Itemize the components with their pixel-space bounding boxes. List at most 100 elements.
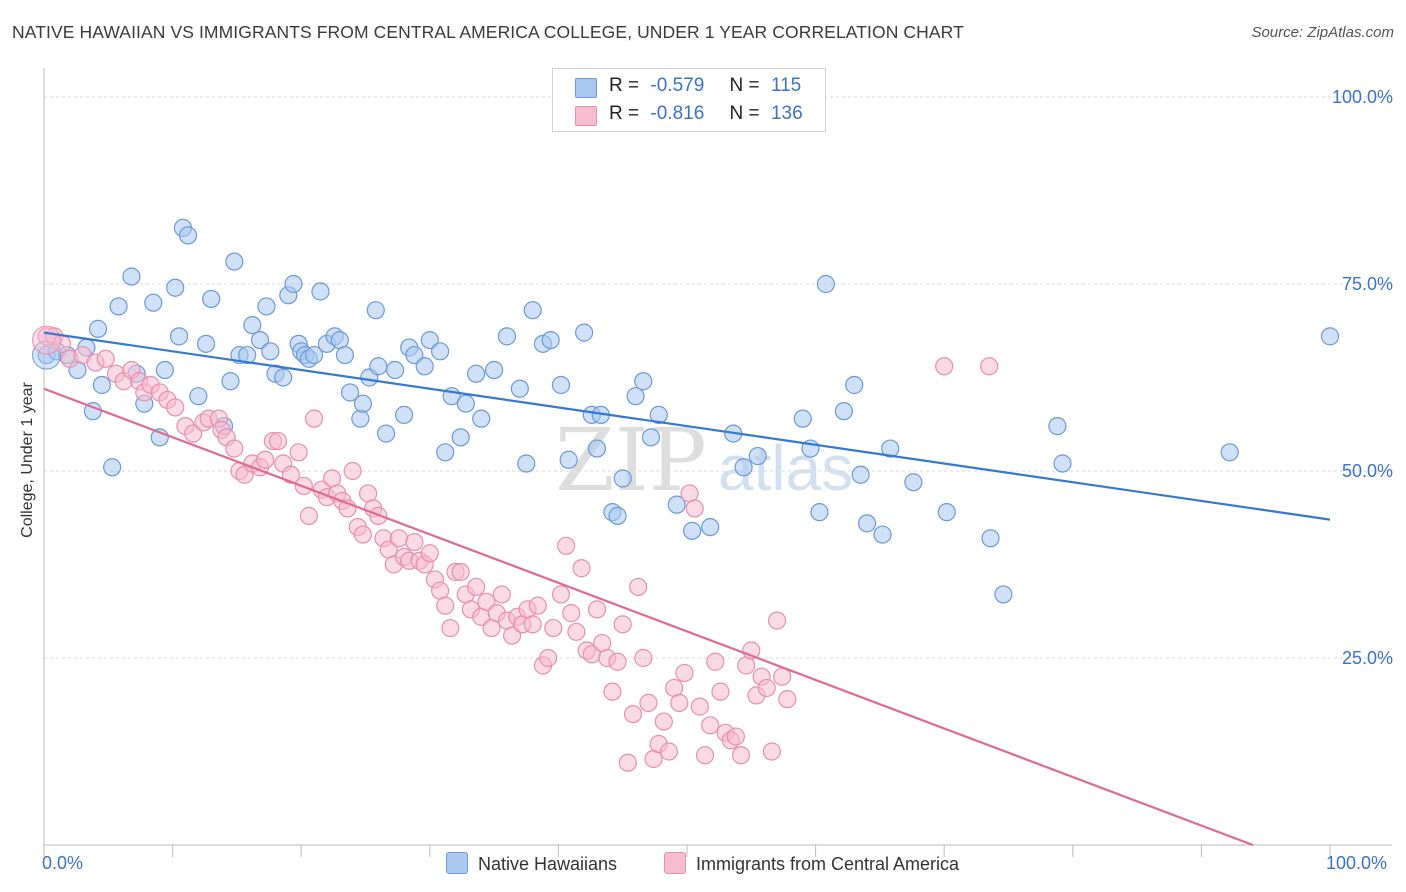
data-point xyxy=(243,316,262,335)
x-tick-min: 0.0% xyxy=(42,853,84,873)
data-point xyxy=(587,600,607,619)
data-point xyxy=(626,387,645,406)
legend-n-value: 115 xyxy=(770,75,802,96)
bottom-legend-label: Immigrants from Central America xyxy=(696,854,960,874)
data-point xyxy=(304,409,324,428)
y-axis-label: College, Under 1 year xyxy=(19,382,36,538)
data-point xyxy=(629,577,648,597)
data-point xyxy=(1048,417,1067,436)
data-point xyxy=(551,375,571,395)
data-point xyxy=(613,469,632,488)
trend-line-0 xyxy=(43,331,1331,521)
data-point xyxy=(299,506,319,525)
data-point xyxy=(88,319,108,338)
data-point xyxy=(178,226,198,245)
y-tick-label: 75.0% xyxy=(1342,274,1393,294)
data-point xyxy=(816,274,835,294)
data-point xyxy=(685,499,704,518)
data-point xyxy=(667,495,686,514)
data-point xyxy=(389,529,409,548)
data-point xyxy=(122,267,141,286)
data-point xyxy=(834,402,853,421)
data-point xyxy=(567,622,586,641)
data-point xyxy=(366,301,385,320)
legend-n-value: 136 xyxy=(770,103,803,124)
data-point xyxy=(441,618,460,638)
data-point xyxy=(659,742,679,761)
data-point xyxy=(369,357,388,376)
data-point xyxy=(343,461,362,481)
data-point xyxy=(904,473,923,492)
data-point xyxy=(202,289,221,309)
data-point xyxy=(376,424,396,443)
data-point xyxy=(456,394,475,413)
data-point xyxy=(587,439,607,458)
data-point xyxy=(793,409,812,428)
data-point xyxy=(420,544,439,563)
data-point xyxy=(857,514,877,533)
data-point xyxy=(608,506,627,525)
data-point xyxy=(641,428,661,447)
data-point xyxy=(757,678,776,698)
data-point xyxy=(881,439,900,458)
data-point xyxy=(274,368,293,387)
legend-r-label: R = xyxy=(609,75,640,96)
data-point xyxy=(762,742,781,761)
data-point xyxy=(603,682,622,701)
data-point xyxy=(109,297,128,316)
data-point xyxy=(225,252,244,271)
data-point xyxy=(634,648,653,668)
data-point xyxy=(451,562,470,582)
data-point xyxy=(748,446,767,466)
data-point xyxy=(451,428,470,447)
source-credit: Source: ZipAtlas.com xyxy=(1251,24,1394,41)
data-point xyxy=(937,503,956,522)
data-point xyxy=(649,405,668,424)
data-point xyxy=(639,693,658,712)
data-point xyxy=(485,360,504,380)
data-point xyxy=(257,297,276,316)
data-point xyxy=(497,327,517,346)
data-point xyxy=(405,532,424,552)
y-tick-label: 50.0% xyxy=(1342,461,1393,481)
data-point xyxy=(353,525,373,544)
data-point xyxy=(695,746,715,765)
data-point xyxy=(466,364,486,383)
data-point xyxy=(353,394,373,413)
y-tick-labels: 25.0% 50.0% 75.0% 100.0% xyxy=(1332,87,1393,668)
data-point xyxy=(184,424,203,443)
data-point xyxy=(675,663,694,683)
data-point xyxy=(726,727,745,746)
data-point xyxy=(385,360,405,380)
legend-r-value: -0.816 xyxy=(650,103,705,124)
legend-n-label: N = xyxy=(729,103,760,124)
data-point xyxy=(1053,454,1072,473)
data-point xyxy=(166,278,185,297)
bottom-legend-label: Native Hawaiians xyxy=(478,854,618,874)
data-point xyxy=(436,443,455,462)
data-point xyxy=(466,577,486,597)
data-point xyxy=(189,387,208,406)
data-point xyxy=(935,357,954,376)
data-point xyxy=(492,585,511,604)
data-point xyxy=(335,345,355,365)
data-point xyxy=(503,626,522,645)
bottom-legend-swatch-pink xyxy=(664,852,686,874)
trend-line-1 xyxy=(43,387,1254,847)
data-point xyxy=(634,372,653,391)
data-point xyxy=(420,331,439,350)
data-point xyxy=(394,405,414,424)
data-point xyxy=(873,525,892,544)
data-point xyxy=(618,753,637,772)
data-point xyxy=(557,536,576,555)
watermark: ZIP atlas xyxy=(555,411,853,511)
data-point xyxy=(731,746,751,765)
y-tick-label: 100.0% xyxy=(1332,87,1393,107)
data-point xyxy=(238,345,257,365)
legend-r-label: R = xyxy=(609,103,640,124)
data-point xyxy=(92,375,111,395)
data-point xyxy=(196,334,216,353)
data-point xyxy=(225,439,244,458)
data-point xyxy=(256,450,275,469)
